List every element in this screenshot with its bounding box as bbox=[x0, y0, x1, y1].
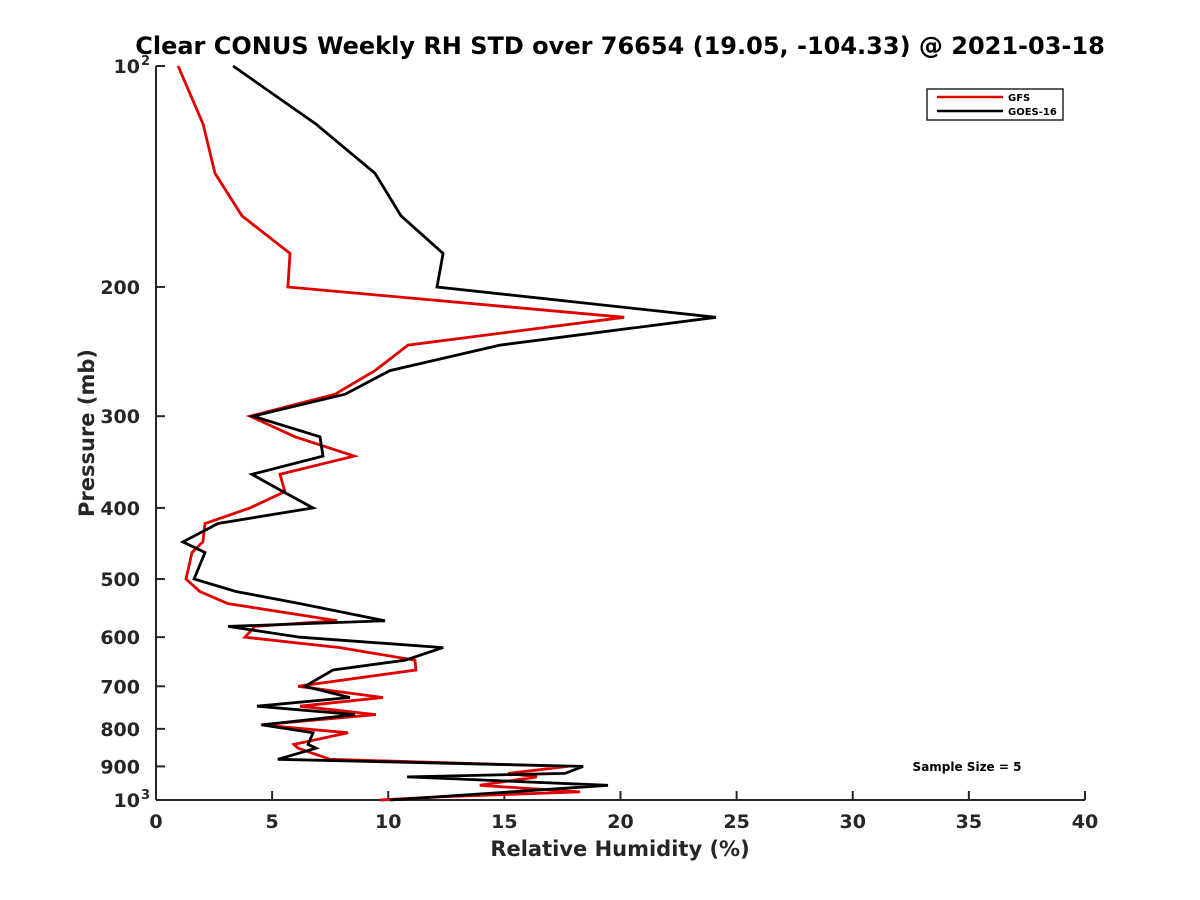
series-line-gfs bbox=[176, 65, 625, 802]
x-tick-label: 0 bbox=[149, 811, 162, 833]
chart-title: Clear CONUS Weekly RH STD over 76654 (19… bbox=[135, 32, 1105, 60]
x-tick-label: 25 bbox=[723, 811, 749, 833]
y-tick-label: 10 bbox=[114, 56, 140, 78]
legend-label-gfs: GFS bbox=[1008, 93, 1030, 104]
y-tick-label: 800 bbox=[100, 719, 140, 741]
x-tick-label: 40 bbox=[1072, 811, 1098, 833]
y-axis-label: Pressure (mb) bbox=[75, 349, 99, 517]
x-tick-label: 35 bbox=[956, 811, 982, 833]
series-layer bbox=[176, 64, 717, 802]
x-tick-label: 15 bbox=[491, 811, 517, 833]
y-tick-label: 500 bbox=[100, 569, 140, 591]
sample-size-annotation: Sample Size = 5 bbox=[913, 760, 1022, 774]
y-tick-label: 600 bbox=[100, 627, 140, 649]
series-line-goes-16 bbox=[179, 64, 717, 802]
y-tick-label: 200 bbox=[100, 277, 140, 299]
y-tick-label: 900 bbox=[100, 756, 140, 778]
y-tick-exponent: 3 bbox=[141, 788, 150, 803]
x-axis-label: Relative Humidity (%) bbox=[490, 837, 749, 861]
x-tick-label: 5 bbox=[266, 811, 279, 833]
legend: GFS GOES-16 bbox=[926, 88, 1064, 121]
y-tick-label: 700 bbox=[100, 676, 140, 698]
x-tick-label: 30 bbox=[840, 811, 866, 833]
y-tick-label: 300 bbox=[100, 406, 140, 428]
y-tick-exponent: 2 bbox=[141, 54, 150, 69]
x-tick-label: 20 bbox=[607, 811, 633, 833]
legend-box bbox=[926, 88, 1064, 121]
y-tick-label: 400 bbox=[100, 498, 140, 520]
x-tick-label: 10 bbox=[375, 811, 401, 833]
legend-label-goes16: GOES-16 bbox=[1008, 107, 1057, 118]
y-tick-label: 10 bbox=[114, 790, 140, 812]
